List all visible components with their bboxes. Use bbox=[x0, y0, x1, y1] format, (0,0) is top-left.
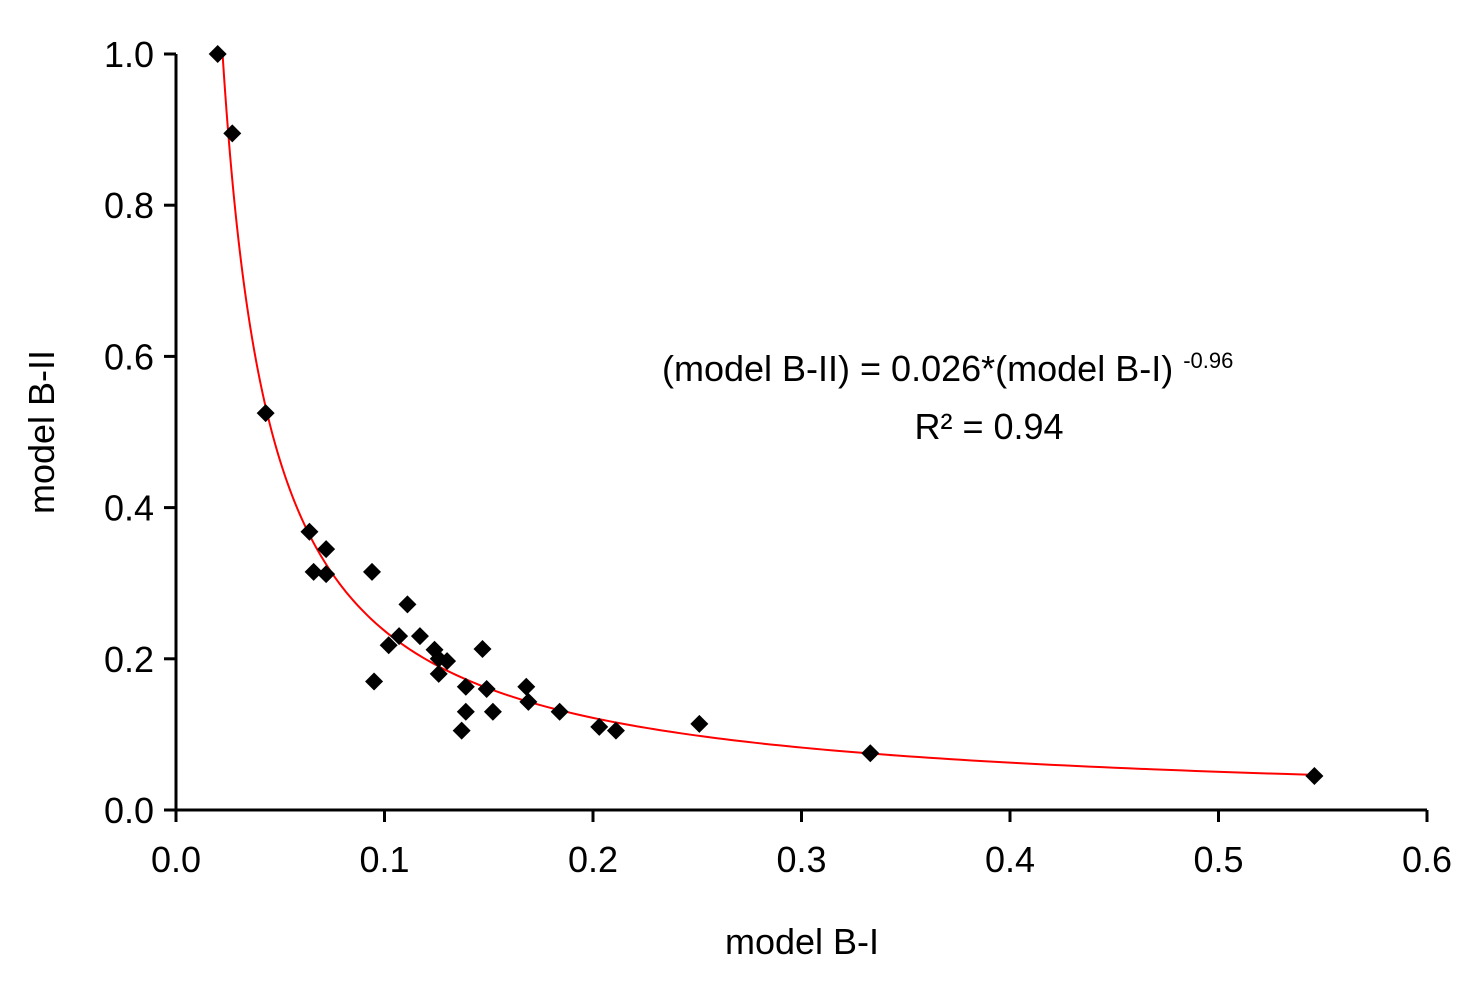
x-tick-label: 0.3 bbox=[776, 839, 826, 880]
data-point bbox=[208, 45, 227, 63]
fit-equation-main: (model B-II) = 0.026*(model B-I) bbox=[662, 348, 1173, 389]
fit-equation: (model B-II) = 0.026*(model B-I) -0.96 bbox=[662, 348, 1233, 389]
data-point bbox=[300, 522, 319, 541]
data-point bbox=[398, 595, 417, 614]
fit-curve-layer bbox=[221, 53, 1315, 776]
data-point bbox=[223, 124, 242, 143]
y-tick-label: 1.0 bbox=[104, 34, 154, 75]
data-points-layer bbox=[208, 45, 1324, 785]
data-point bbox=[477, 680, 496, 699]
data-point bbox=[379, 636, 398, 655]
data-point bbox=[483, 702, 502, 721]
data-point bbox=[429, 664, 448, 683]
data-point bbox=[317, 540, 336, 559]
r-squared-label: R² = 0.94 bbox=[914, 406, 1063, 447]
data-point bbox=[452, 721, 471, 740]
data-point bbox=[317, 565, 336, 584]
x-tick-label: 0.6 bbox=[1402, 839, 1452, 880]
data-point bbox=[861, 744, 880, 763]
data-point bbox=[365, 672, 384, 691]
y-tick-label: 0.8 bbox=[104, 185, 154, 226]
x-axis-title: model B-I bbox=[725, 921, 879, 962]
data-point bbox=[590, 717, 609, 736]
y-axis-title: model B-II bbox=[21, 350, 62, 514]
data-point bbox=[550, 702, 569, 721]
data-point bbox=[606, 721, 625, 740]
data-point bbox=[456, 702, 475, 721]
data-point bbox=[1305, 766, 1324, 785]
y-tick-label: 0.4 bbox=[104, 488, 154, 529]
y-tick-label: 0.2 bbox=[104, 639, 154, 680]
fit-curve-line bbox=[221, 53, 1315, 776]
x-tick-label: 0.2 bbox=[568, 839, 618, 880]
data-point bbox=[256, 404, 275, 423]
data-point bbox=[410, 627, 429, 646]
x-tick-label: 0.1 bbox=[359, 839, 409, 880]
data-point bbox=[362, 562, 381, 581]
x-tick-label: 0.0 bbox=[151, 839, 201, 880]
data-point bbox=[690, 714, 709, 733]
y-tick-label: 0.0 bbox=[104, 790, 154, 831]
axes: 0.0 0.1 0.2 0.3 0.4 0.5 0.6 0.0 0.2 0.4 0.6 0.8 1.0 bbox=[104, 34, 1452, 880]
data-point bbox=[456, 677, 475, 696]
data-point bbox=[438, 652, 457, 671]
x-tick-label: 0.4 bbox=[985, 839, 1035, 880]
data-point bbox=[473, 639, 492, 658]
fit-equation-exponent: -0.96 bbox=[1183, 348, 1233, 373]
data-point bbox=[304, 562, 323, 581]
x-tick-label: 0.5 bbox=[1193, 839, 1243, 880]
y-tick-label: 0.6 bbox=[104, 336, 154, 377]
data-point bbox=[519, 692, 538, 711]
data-point bbox=[517, 677, 536, 696]
data-point bbox=[390, 627, 409, 646]
